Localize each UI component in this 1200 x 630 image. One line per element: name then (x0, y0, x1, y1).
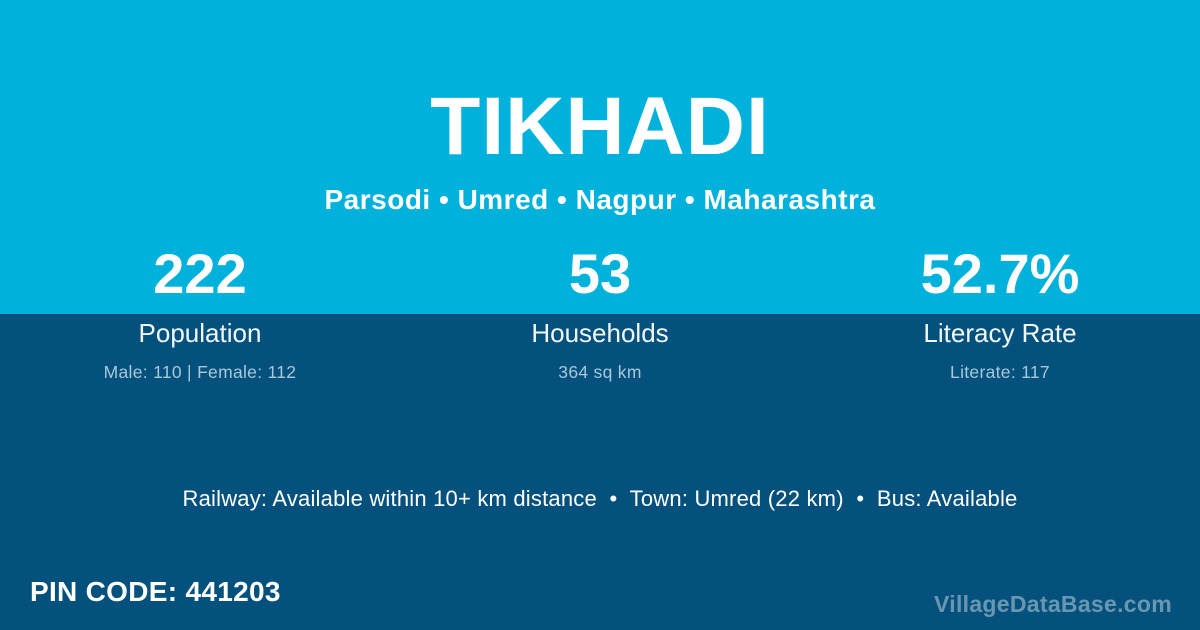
transport-summary: Railway: Available within 10+ km distanc… (182, 486, 1018, 511)
households-value: 53 (568, 242, 632, 305)
village-breadcrumb: Parsodi • Umred • Nagpur • Maharashtra (324, 184, 876, 215)
stat-households: 53 Households 364 sq km (400, 246, 800, 383)
stats-row: 222 Population Male: 110 | Female: 112 5… (0, 246, 1200, 383)
watermark-site-name: VillageDataBase.com (934, 591, 1172, 617)
literacy-label: Literacy Rate (923, 318, 1077, 348)
stat-literacy-rate: 52.7% Literacy Rate Literate: 117 (800, 246, 1200, 383)
population-detail: Male: 110 | Female: 112 (103, 361, 297, 382)
stat-population: 222 Population Male: 110 | Female: 112 (0, 246, 400, 383)
literacy-value: 52.7% (920, 242, 1080, 305)
pin-code-label: PIN CODE: 441203 (30, 576, 281, 607)
population-value: 222 (153, 242, 247, 305)
literacy-detail: Literate: 117 (950, 361, 1050, 382)
households-label: Households (531, 318, 669, 348)
households-detail: 364 sq km (558, 361, 642, 382)
population-label: Population (138, 318, 262, 348)
village-title: TIKHADI (430, 81, 770, 172)
